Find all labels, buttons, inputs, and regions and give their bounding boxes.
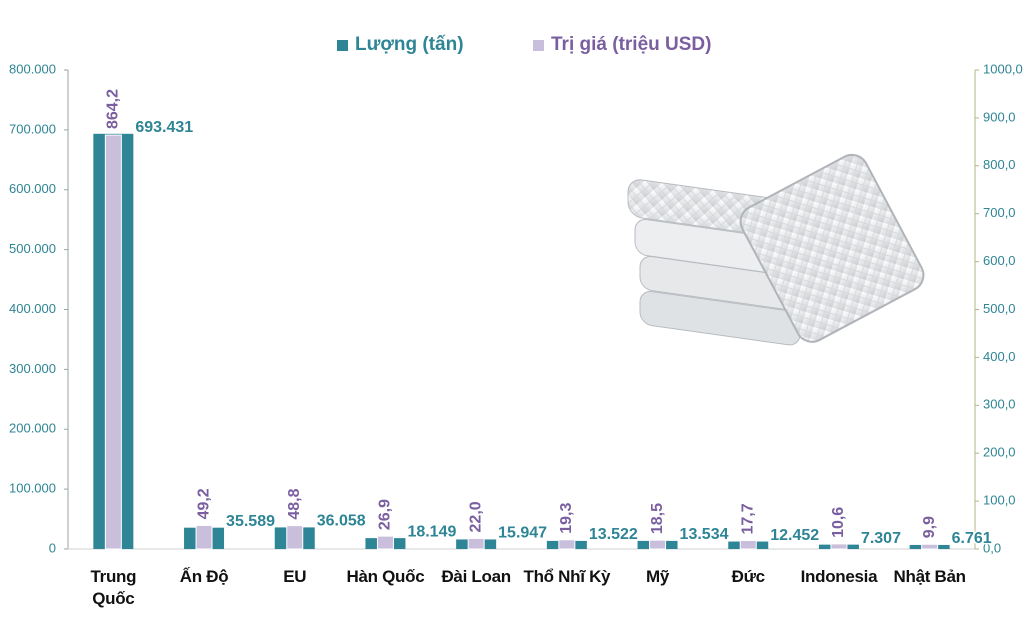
y2-tick-label: 0,0 xyxy=(983,540,1001,555)
legend-item: Lượng (tấn) xyxy=(337,34,464,56)
bar xyxy=(376,535,394,550)
y2-tick-label: 800,0 xyxy=(983,157,1016,172)
value-label: 19,3 xyxy=(558,503,575,534)
legend-swatch xyxy=(533,39,544,51)
bar xyxy=(558,539,576,550)
x-tick-label: Đức xyxy=(731,567,765,586)
y2-tick-label: 500,0 xyxy=(983,301,1016,316)
value-label: 17,7 xyxy=(739,503,756,534)
mattress-illustration xyxy=(627,153,925,346)
y2-tick-label: 900,0 xyxy=(983,109,1016,124)
value-label: 22,0 xyxy=(467,501,484,532)
x-tick-label: Mỹ xyxy=(646,567,670,586)
bar xyxy=(649,539,667,550)
y-tick-label: 300.000 xyxy=(9,361,56,376)
bar xyxy=(739,540,757,550)
x-tick-label: Nhật Bản xyxy=(893,567,967,586)
value-label: 36.058 xyxy=(317,513,366,530)
legend-item: Trị giá (triệu USD) xyxy=(533,34,711,56)
value-label: 18.149 xyxy=(407,523,456,540)
y2-tick-label: 700,0 xyxy=(983,205,1016,220)
y-tick-label: 400.000 xyxy=(9,301,56,316)
value-label: 13.522 xyxy=(589,526,638,543)
y2-tick-label: 100,0 xyxy=(983,493,1016,508)
legend-swatch xyxy=(337,39,348,51)
value-label: 7.307 xyxy=(861,530,901,547)
y2-tick-label: 200,0 xyxy=(983,445,1016,460)
value-label: 35.589 xyxy=(226,513,275,530)
bar xyxy=(830,543,848,550)
bar xyxy=(286,525,304,550)
bar xyxy=(195,524,213,550)
y2-tick-label: 600,0 xyxy=(983,253,1016,268)
value-label: 693.431 xyxy=(135,119,193,136)
legend-label: Lượng (tấn) xyxy=(355,34,464,55)
x-tick-label: Hàn Quốc xyxy=(346,567,425,586)
value-label: 48,8 xyxy=(286,488,303,519)
bar xyxy=(921,543,939,550)
value-label: 9,9 xyxy=(921,516,938,538)
bar xyxy=(104,134,122,550)
x-tick-label: Thổ Nhĩ Kỳ xyxy=(523,567,611,586)
value-label: 26,9 xyxy=(377,499,394,530)
x-tick-label: Ấn Độ xyxy=(179,567,229,586)
value-label: 18,5 xyxy=(649,503,666,534)
y-tick-label: 800.000 xyxy=(9,61,56,76)
y-tick-label: 600.000 xyxy=(9,181,56,196)
bar xyxy=(467,537,485,550)
x-tick-label: Trung Quốc xyxy=(90,567,137,608)
value-label: 15.947 xyxy=(498,525,547,542)
value-label: 13.534 xyxy=(680,526,729,543)
value-label: 10,6 xyxy=(830,507,847,538)
x-tick-label: Indonesia xyxy=(800,567,878,586)
value-label: 6.761 xyxy=(952,530,992,547)
y2-tick-label: 1000,0 xyxy=(983,61,1023,76)
y-tick-label: 700.000 xyxy=(9,121,56,136)
y2-tick-label: 400,0 xyxy=(983,349,1016,364)
y-tick-label: 500.000 xyxy=(9,241,56,256)
x-tick-label: EU xyxy=(283,567,307,586)
value-label: 12.452 xyxy=(770,527,819,544)
y-tick-label: 200.000 xyxy=(9,421,56,436)
x-tick-label: Đài Loan xyxy=(441,567,511,586)
y2-tick-label: 300,0 xyxy=(983,397,1016,412)
legend-label: Trị giá (triệu USD) xyxy=(551,34,712,55)
y-tick-label: 0 xyxy=(49,540,56,555)
value-label: 49,2 xyxy=(195,488,212,519)
y-tick-label: 100.000 xyxy=(9,481,56,496)
value-label: 864,2 xyxy=(105,89,122,129)
